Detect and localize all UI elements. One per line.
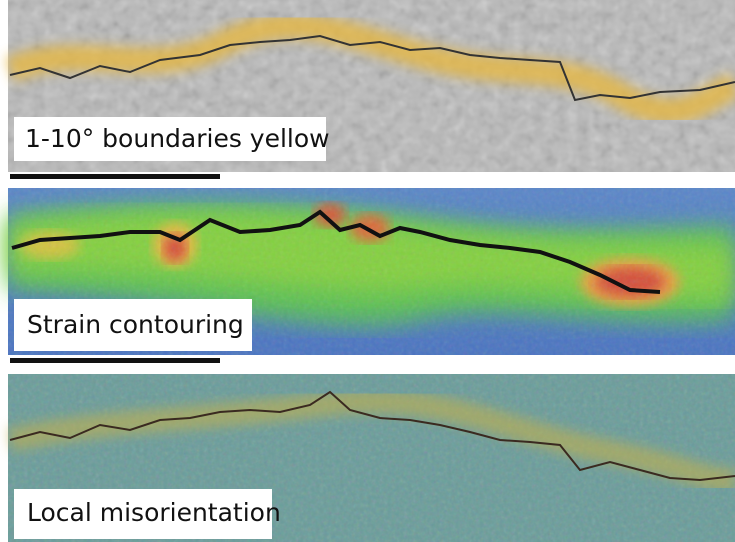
panel-misorientation: Local misorientation <box>8 374 735 542</box>
panel-boundaries: 1-10° boundaries yellow <box>8 0 735 186</box>
panel-label: Local misorientation <box>27 498 281 527</box>
panel-label: Strain contouring <box>27 310 244 339</box>
panel-strain: Strain contouring <box>8 188 735 370</box>
panel-label: 1-10° boundaries yellow <box>25 124 330 153</box>
figure: 1-10° boundaries yellow Strain contourin… <box>0 0 735 542</box>
